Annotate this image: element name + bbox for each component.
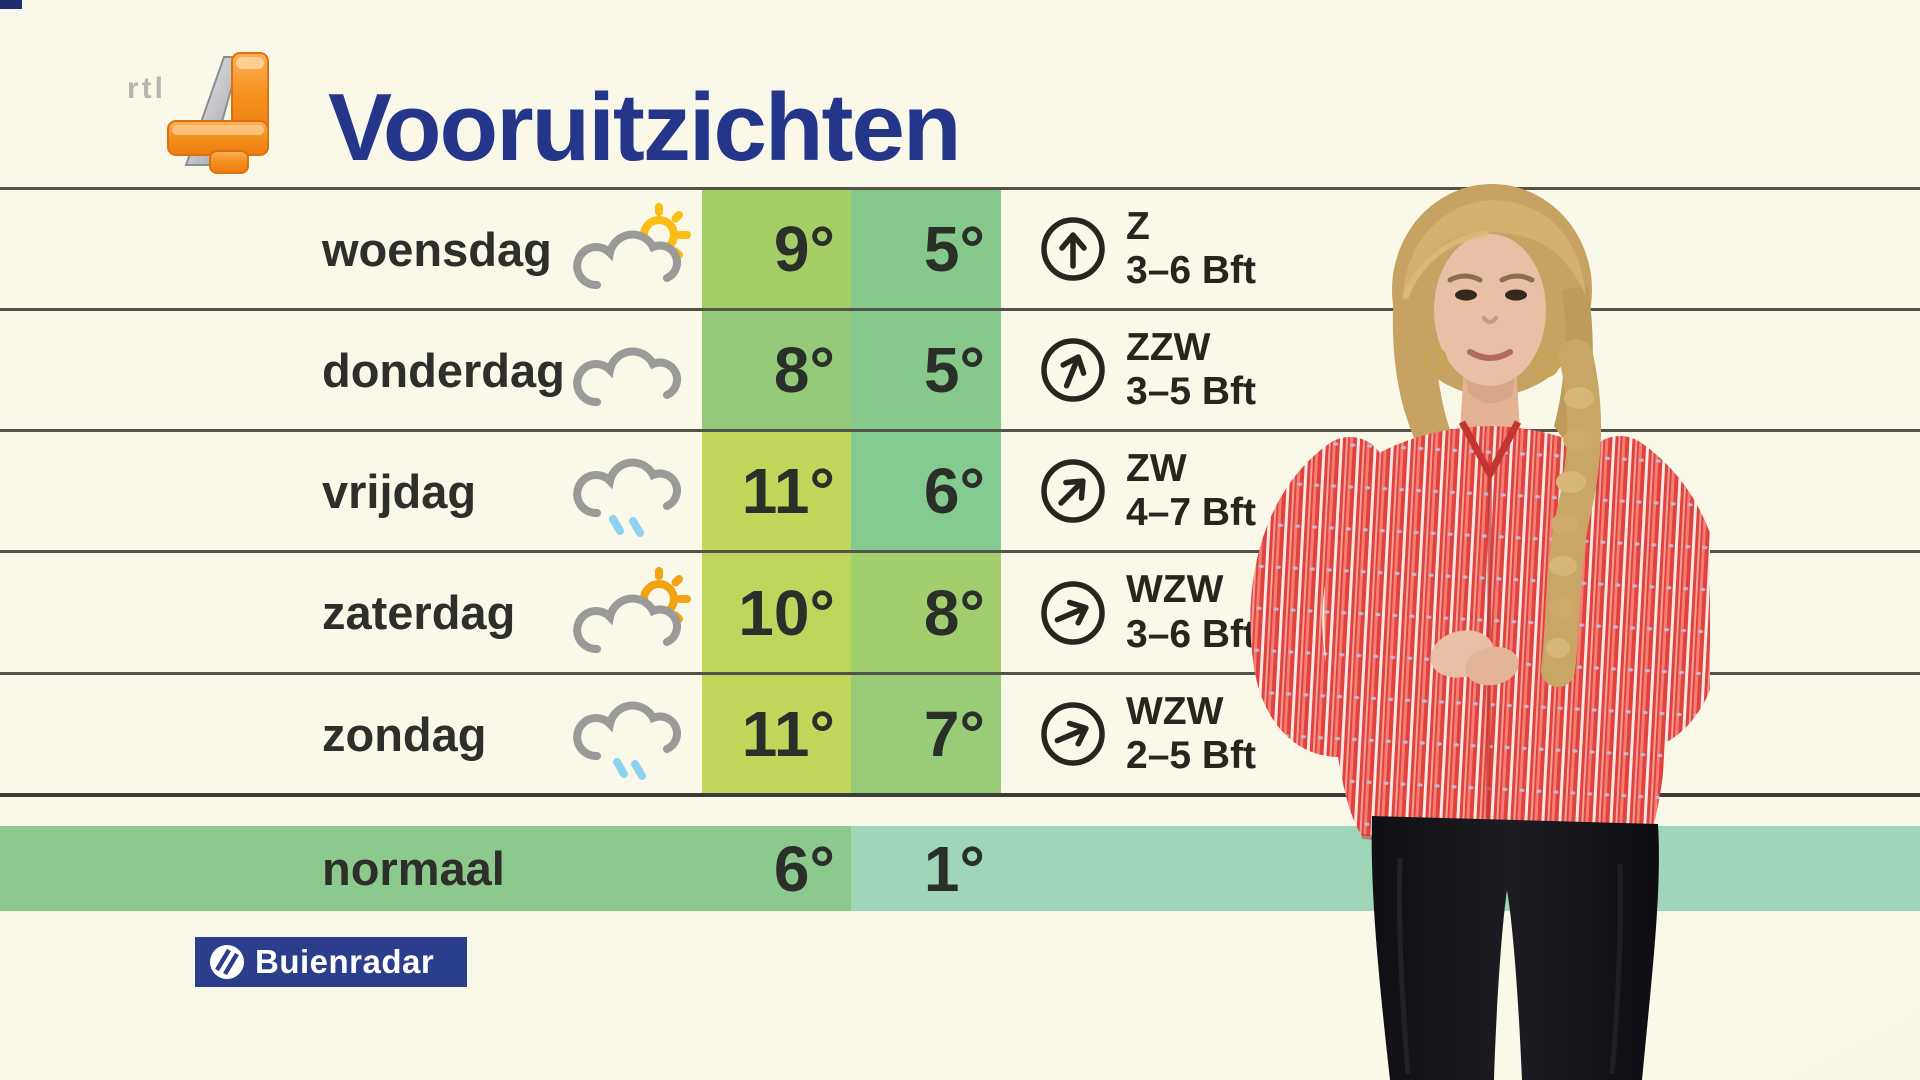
min-temp-value: 5° bbox=[923, 334, 985, 406]
min-temp-value: 8° bbox=[923, 576, 985, 649]
wind-direction-icon bbox=[1041, 580, 1105, 645]
min-temp-cell: 5° bbox=[851, 311, 1001, 429]
wind-cell: ZZW 3–5 Bft bbox=[1038, 311, 1256, 429]
wind-force: 3–6 Bft bbox=[1126, 612, 1257, 656]
max-temp-value: 10° bbox=[738, 576, 835, 649]
wind-force: 3–5 Bft bbox=[1126, 370, 1257, 413]
weather-presenter bbox=[1150, 168, 1724, 1080]
earring-icon bbox=[1422, 347, 1448, 373]
rtl4-logo-icon bbox=[120, 45, 290, 180]
cloud-icon bbox=[556, 311, 704, 429]
presenter-braid bbox=[1541, 339, 1602, 687]
wind-direction-icon bbox=[1041, 217, 1105, 281]
min-temp-cell: 6° bbox=[851, 432, 1001, 550]
cloud-sun-icon bbox=[556, 553, 704, 672]
max-temp-cell: 9° bbox=[702, 190, 851, 308]
normal-label: normaal bbox=[322, 842, 505, 895]
rtl-logo-text: rtl bbox=[127, 72, 166, 105]
wind-direction: WZW bbox=[1126, 568, 1224, 612]
max-temp-value: 11° bbox=[741, 698, 835, 770]
day-label: donderdag bbox=[322, 343, 565, 397]
wind-direction: Z bbox=[1126, 204, 1150, 248]
wind-force: 3–6 Bft bbox=[1126, 249, 1257, 292]
table-line bbox=[0, 187, 1920, 190]
presenter-pants bbox=[1371, 816, 1659, 1080]
cloud-sun-icon bbox=[556, 190, 704, 308]
presenter-hair-front bbox=[1402, 200, 1586, 302]
forecast-row: donderdag 8° 5° ZZW 3–5 Bft bbox=[0, 311, 1920, 429]
day-label: zondag bbox=[322, 707, 487, 761]
wind-force: 4–7 Bft bbox=[1126, 491, 1257, 534]
presenter-face bbox=[1422, 234, 1560, 386]
min-temp-cell: 7° bbox=[851, 675, 1001, 793]
min-temp-cell: 8° bbox=[851, 553, 1001, 672]
broadcast-corner-mark bbox=[0, 0, 22, 9]
normal-row-green-band bbox=[0, 826, 851, 911]
wind-cell: ZW 4–7 Bft bbox=[1038, 432, 1256, 550]
max-temp-cell: 8° bbox=[702, 311, 851, 429]
wind-direction: ZZW bbox=[1126, 325, 1211, 369]
max-temp-cell: 11° bbox=[702, 675, 851, 793]
wind-force: 2–5 Bft bbox=[1126, 734, 1257, 777]
max-temp-value: 9° bbox=[773, 213, 835, 285]
forecast-row: woensdag 9° 5° bbox=[0, 190, 1920, 308]
forecast-row: zondag 11° 7° WZW 2–5 Bft bbox=[0, 675, 1920, 793]
max-temp-cell: 10° bbox=[702, 553, 851, 672]
page-title: Vooruitzichten bbox=[328, 74, 962, 181]
wind-direction-icon bbox=[1041, 338, 1105, 402]
table-line bbox=[0, 550, 1920, 553]
day-label: woensdag bbox=[322, 222, 552, 276]
presenter-blouse bbox=[1250, 420, 1724, 850]
wind-direction: ZW bbox=[1126, 446, 1187, 490]
wind-direction: WZW bbox=[1126, 689, 1224, 733]
buienradar-logo: Buienradar bbox=[195, 937, 467, 987]
buienradar-radar-icon bbox=[210, 945, 244, 979]
day-label: zaterdag bbox=[322, 586, 516, 639]
wind-cell: WZW 2–5 Bft bbox=[1038, 675, 1256, 793]
wind-direction-icon bbox=[1041, 459, 1105, 523]
normal-max-temp: 6° bbox=[702, 826, 851, 911]
normal-min-temp: 1° bbox=[851, 826, 1001, 911]
min-temp-value: 5° bbox=[923, 213, 985, 285]
max-temp-value: 8° bbox=[773, 334, 835, 406]
earring-icon bbox=[1532, 350, 1560, 378]
wind-cell: Z 3–6 Bft bbox=[1038, 190, 1256, 308]
cloud-rain-icon bbox=[556, 675, 704, 793]
max-temp-cell: 11° bbox=[702, 432, 851, 550]
min-temp-value: 1° bbox=[923, 832, 985, 905]
presenter-hands bbox=[1430, 630, 1519, 686]
table-line bbox=[0, 429, 1920, 432]
table-line bbox=[0, 793, 1920, 797]
min-temp-cell: 5° bbox=[851, 190, 1001, 308]
buienradar-logo-text: Buienradar bbox=[255, 943, 435, 980]
table-line bbox=[0, 308, 1920, 311]
cloud-rain-icon bbox=[556, 432, 704, 550]
max-temp-value: 6° bbox=[773, 832, 835, 905]
forecast-row: vrijdag 11° 6° ZW 4–7 Bft bbox=[0, 432, 1920, 550]
min-temp-value: 7° bbox=[923, 698, 985, 770]
table-line bbox=[0, 672, 1920, 675]
max-temp-value: 11° bbox=[741, 455, 835, 527]
wind-cell: WZW 3–6 Bft bbox=[1038, 553, 1256, 672]
forecast-row: zaterdag 10° 8° bbox=[0, 553, 1920, 672]
day-label: vrijdag bbox=[322, 464, 477, 518]
wind-direction-icon bbox=[1041, 702, 1105, 766]
min-temp-value: 6° bbox=[923, 455, 985, 527]
